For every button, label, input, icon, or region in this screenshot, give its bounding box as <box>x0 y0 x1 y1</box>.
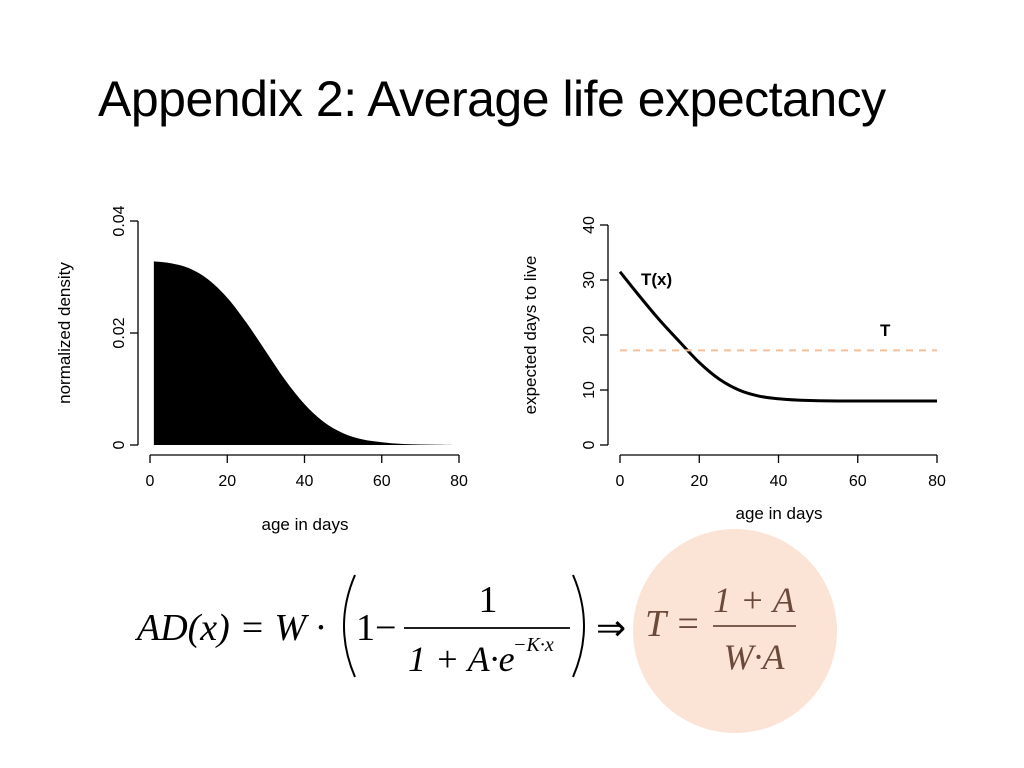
formula-denominator: 1 + A·e <box>408 639 515 679</box>
series-label-Tx: T(x) <box>641 270 672 289</box>
x-axis-title: age in days <box>736 504 823 523</box>
x-tick-label: 40 <box>296 473 314 490</box>
series-label-T: T <box>880 321 891 340</box>
x-tick-label: 20 <box>690 473 708 490</box>
y-tick-label: 40 <box>581 216 598 234</box>
life-expectancy-chart: T(x) T 0 20 40 60 80 0 10 20 30 40 age in days e… <box>521 216 946 523</box>
x-tick-label: 60 <box>849 473 867 490</box>
y-tick-label: 0 <box>111 440 128 449</box>
formula-exponent: −K·x <box>513 634 554 656</box>
x-axis-title: age in days <box>262 515 349 534</box>
implies-arrow: ⇒ <box>596 608 626 648</box>
right-paren <box>572 574 585 678</box>
x-tick-label: 80 <box>450 473 468 490</box>
x-tick-label: 80 <box>928 473 946 490</box>
x-tick-label: 20 <box>218 473 236 490</box>
result-denominator: W·A <box>724 637 786 677</box>
density-area <box>153 261 460 445</box>
formula-lhs: AD(x) = W · <box>134 607 325 649</box>
y-axis-title: normalized density <box>55 262 74 404</box>
y-tick-label: 0.02 <box>111 317 128 348</box>
formula-numerator: 1 <box>479 579 498 621</box>
left-paren <box>343 574 356 678</box>
x-tick-label: 0 <box>616 473 625 490</box>
y-tick-label: 0.04 <box>111 205 128 236</box>
formula: AD(x) = W · 1 − 1 1 + A·e −K·x ⇒ T = 1 +… <box>134 574 796 679</box>
result-lhs: T = <box>645 603 701 645</box>
series-line-Tx <box>618 270 937 403</box>
x-tick-label: 0 <box>146 473 155 490</box>
x-tick-label: 40 <box>770 473 788 490</box>
highlight-circle <box>633 529 837 733</box>
y-tick-label: 0 <box>581 440 598 449</box>
y-axis-title: expected days to live <box>521 256 540 415</box>
result-numerator: 1 + A <box>713 580 796 620</box>
y-tick-label: 20 <box>581 326 598 344</box>
y-tick-label: 10 <box>581 381 598 399</box>
formula-one: 1 <box>356 607 375 649</box>
x-tick-label: 60 <box>373 473 391 490</box>
y-tick-label: 30 <box>581 271 598 289</box>
slide-title: Appendix 2: Average life expectancy <box>98 71 886 127</box>
density-chart: 0 20 40 60 80 0 0.02 0.04 age in days normaliz… <box>55 205 468 534</box>
formula-minus: − <box>375 607 396 649</box>
